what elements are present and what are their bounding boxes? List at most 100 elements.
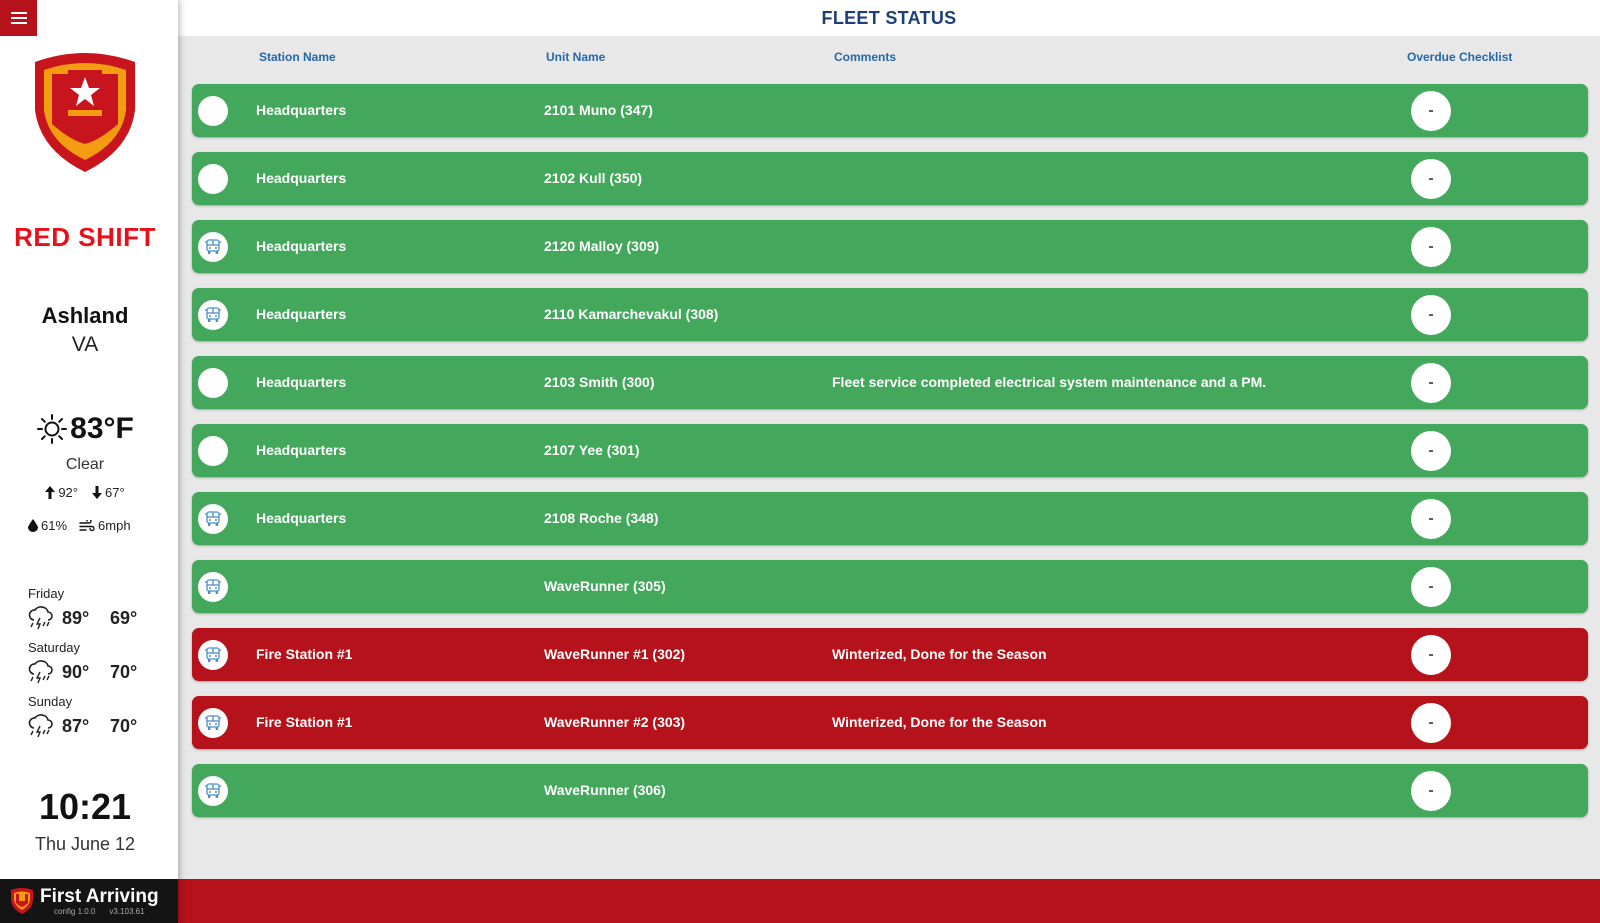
menu-button[interactable] — [0, 0, 37, 36]
vehicle-icon — [198, 708, 228, 738]
thunderstorm-icon — [28, 606, 53, 630]
high-low: 92° 67° — [0, 485, 170, 500]
forecast-day-name: Sunday — [28, 694, 73, 709]
fleet-row[interactable]: WaveRunner (306) - — [192, 764, 1588, 817]
low-temp: 67° — [105, 485, 125, 500]
unit-name: 2108 Roche (348) — [544, 510, 659, 526]
blank-status-icon — [198, 368, 228, 398]
forecast-day: Saturday 90° 70° — [28, 640, 158, 685]
fleet-row[interactable]: Headquarters 2101 Muno (347) - — [192, 84, 1588, 137]
city-name: Ashland — [41, 303, 129, 328]
overdue-checklist-button[interactable]: - — [1411, 499, 1451, 539]
station-name: Headquarters — [256, 170, 347, 186]
overdue-checklist-button[interactable]: - — [1411, 635, 1451, 675]
overdue-checklist-button[interactable]: - — [1411, 363, 1451, 403]
blank-status-icon — [198, 164, 228, 194]
blank-status-icon — [198, 436, 228, 466]
forecast-day-name: Saturday — [28, 640, 81, 655]
vehicle-icon — [198, 640, 228, 670]
fleet-row[interactable]: Headquarters 2103 Smith (300) Fleet servic… — [192, 356, 1588, 409]
fleet-row[interactable]: Fire Station #1 WaveRunner #2 (303) Winter… — [192, 696, 1588, 749]
forecast-day-name: Friday — [28, 586, 65, 601]
overdue-checklist-button[interactable]: - — [1411, 227, 1451, 267]
station-name: Fire Station #1 — [256, 646, 353, 662]
fleet-row[interactable]: WaveRunner (305) - — [192, 560, 1588, 613]
config-version: config 1.0.0 — [54, 906, 96, 916]
humidity-drop-icon — [28, 519, 38, 532]
title-bar: FLEET STATUS — [178, 0, 1600, 36]
shift-label: RED SHIFT — [14, 222, 156, 252]
unit-name: 2103 Smith (300) — [544, 374, 655, 390]
sidebar: RED SHIFT Ashland VA 83°F Clear 92° 67° … — [0, 0, 178, 923]
overdue-checklist-button[interactable]: - — [1411, 771, 1451, 811]
humidity-value: 61% — [41, 518, 68, 533]
forecast-low: 70° — [110, 661, 138, 682]
station-name: Headquarters — [256, 374, 347, 390]
overdue-checklist-button[interactable]: - — [1411, 295, 1451, 335]
sun-icon — [37, 414, 68, 444]
arrow-up-icon — [45, 486, 56, 499]
fleet-row[interactable]: Headquarters 2108 Roche (348) - — [192, 492, 1588, 545]
forecast-low: 70° — [110, 715, 138, 736]
fleet-row[interactable]: Headquarters 2107 Yee (301) - — [192, 424, 1588, 477]
column-header-overdue: Overdue Checklist — [1407, 50, 1513, 64]
unit-name: WaveRunner (306) — [544, 782, 666, 798]
column-header-unit: Unit Name — [546, 50, 606, 64]
vehicle-icon — [198, 776, 228, 806]
station-name: Fire Station #1 — [256, 714, 353, 730]
unit-name: 2110 Kamarchevakul (308) — [544, 306, 719, 322]
vehicle-icon — [198, 504, 228, 534]
brand-footer: First Arriving config 1.0.0 v3.103.61 — [0, 879, 178, 923]
date: Thu June 12 — [34, 834, 136, 854]
unit-name: WaveRunner (305) — [544, 578, 666, 594]
forecast-high: 89° — [62, 607, 90, 628]
unit-name: WaveRunner #1 (302) — [544, 646, 686, 662]
clock: 10:21 — [38, 786, 132, 827]
unit-comment: Winterized, Done for the Season — [832, 714, 1047, 730]
main-content: FLEET STATUS Station Name Unit Name Comm… — [178, 0, 1600, 923]
fleet-list: Headquarters 2101 Muno (347) - Headquarters… — [192, 84, 1588, 832]
high-temp: 92° — [58, 485, 78, 500]
state-name: VA — [71, 333, 99, 356]
fleet-row[interactable]: Fire Station #1 WaveRunner #1 (302) Winter… — [192, 628, 1588, 681]
forecast-low: 69° — [110, 607, 138, 628]
overdue-checklist-button[interactable]: - — [1411, 703, 1451, 743]
current-weather: 83°F — [0, 412, 170, 446]
unit-name: 2120 Malloy (309) — [544, 238, 660, 254]
forecast-high: 87° — [62, 715, 90, 736]
overdue-checklist-button[interactable]: - — [1411, 159, 1451, 199]
column-header-comments: Comments — [834, 50, 897, 64]
thunderstorm-icon — [28, 660, 53, 684]
wind-value: 6mph — [98, 518, 131, 533]
forecast-high: 90° — [62, 661, 90, 682]
column-header-station: Station Name — [259, 50, 336, 64]
overdue-checklist-button[interactable]: - — [1411, 431, 1451, 471]
wind-icon — [79, 519, 95, 531]
overdue-checklist-button[interactable]: - — [1411, 91, 1451, 131]
blank-status-icon — [198, 96, 228, 126]
unit-comment: Winterized, Done for the Season — [832, 646, 1047, 662]
fleet-row[interactable]: Headquarters 2102 Kull (350) - — [192, 152, 1588, 205]
unit-name: WaveRunner #2 (303) — [544, 714, 686, 730]
station-name: Headquarters — [256, 306, 347, 322]
humidity-wind: 61% 6mph — [28, 518, 158, 533]
unit-name: 2107 Yee (301) — [544, 442, 640, 458]
weather-condition: Clear — [65, 456, 105, 473]
fleet-row[interactable]: Headquarters 2120 Malloy (309) - — [192, 220, 1588, 273]
vehicle-icon — [198, 572, 228, 602]
fleet-row[interactable]: Headquarters 2110 Kamarchevakul (308) - — [192, 288, 1588, 341]
station-name: Headquarters — [256, 238, 347, 254]
station-name: Headquarters — [256, 442, 347, 458]
unit-name: 2102 Kull (350) — [544, 170, 643, 186]
hamburger-icon — [10, 12, 27, 24]
department-shield-logo — [35, 53, 135, 172]
overdue-checklist-button[interactable]: - — [1411, 567, 1451, 607]
brand-name: First Arriving — [40, 885, 159, 907]
vehicle-icon — [198, 300, 228, 330]
page-title: FLEET STATUS — [821, 7, 957, 28]
footer-bar — [178, 879, 1600, 923]
forecast-day: Sunday 87° 70° — [28, 694, 158, 739]
station-name: Headquarters — [256, 102, 347, 118]
app-version: v3.103.61 — [109, 906, 145, 916]
arrow-down-icon — [92, 486, 102, 499]
